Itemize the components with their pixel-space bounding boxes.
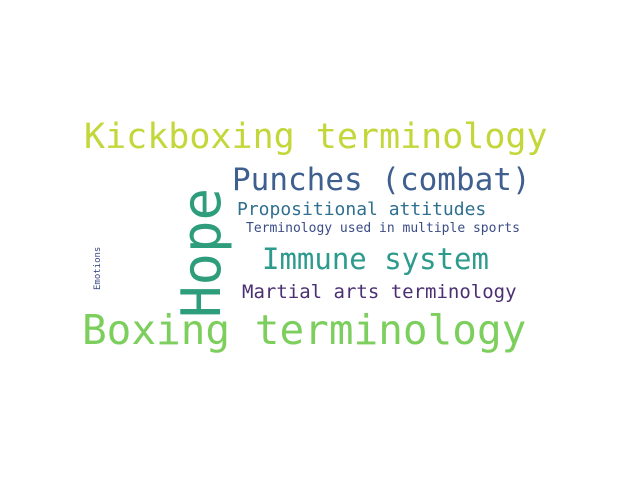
word-boxing-terminology: Boxing terminology: [82, 306, 527, 354]
word-kickboxing-terminology: Kickboxing terminology: [84, 117, 548, 157]
word-propositional-attitudes: Propositional attitudes: [237, 199, 487, 220]
word-hope: Hope: [170, 187, 233, 318]
word-punches-combat: Punches (combat): [232, 162, 531, 198]
word-emotions: Emotions: [93, 246, 103, 290]
word-immune-system: Immune system: [262, 242, 489, 276]
word-martial-arts-terminology: Martial arts terminology: [242, 281, 517, 303]
word-terminology-used-in-multiple-sports: Terminology used in multiple sports: [246, 221, 520, 236]
